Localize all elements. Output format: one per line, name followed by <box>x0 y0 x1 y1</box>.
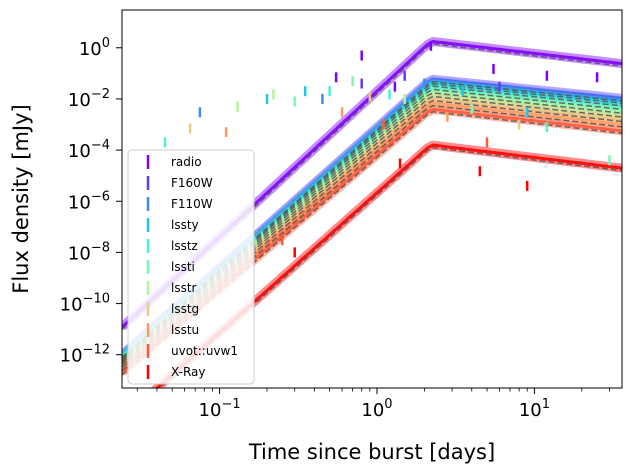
legend-label-uvot::uvw1: uvot::uvw1 <box>171 344 238 358</box>
y-tick-label-2: 10−4 <box>68 138 110 162</box>
x-axis-label: Time since burst [days] <box>248 440 495 464</box>
y-tick-label-6: 10−12 <box>60 343 110 367</box>
legend-label-lssty: lssty <box>171 218 199 232</box>
legend-label-F110W: F110W <box>171 197 213 211</box>
y-tick-label-5: 10−10 <box>60 292 110 316</box>
plot-frame <box>121 9 623 389</box>
y-axis-label: Flux density [mJy] <box>9 104 33 293</box>
x-tick-label-2: 101 <box>519 397 550 421</box>
legend-label-lsstr: lsstr <box>171 281 197 295</box>
y-tick-label-1: 10−2 <box>68 87 110 111</box>
x-tick-label-1: 100 <box>361 397 392 421</box>
legend-box <box>127 149 255 385</box>
x-axis-ticks: 10−1 100 101 <box>136 388 610 421</box>
legend-items: radio F160W F110W lssty lsstz lssti lsstr lsstg… <box>146 155 238 379</box>
legend-label-F160W: F160W <box>171 176 213 190</box>
legend-label-lsstu: lsstu <box>171 323 199 337</box>
legend-label-X-Ray: X-Ray <box>171 365 205 379</box>
legend-label-radio: radio <box>171 155 202 169</box>
legend-label-lsstz: lsstz <box>171 239 198 253</box>
y-tick-label-4: 10−8 <box>68 240 110 264</box>
legend-label-lsstg: lsstg <box>171 302 199 316</box>
observation-markers <box>163 40 611 258</box>
y-tick-label-0: 100 <box>79 36 110 60</box>
x-tick-label-0: 10−1 <box>199 397 241 421</box>
legend-label-lssti: lssti <box>171 260 195 274</box>
y-tick-label-3: 10−6 <box>68 189 110 213</box>
legend: radio F160W F110W lssty lsstz lssti lsstr lsstg… <box>127 149 255 385</box>
y-axis-ticks: 100 10−2 10−4 10−6 10−8 10−10 10−12 <box>60 36 122 367</box>
